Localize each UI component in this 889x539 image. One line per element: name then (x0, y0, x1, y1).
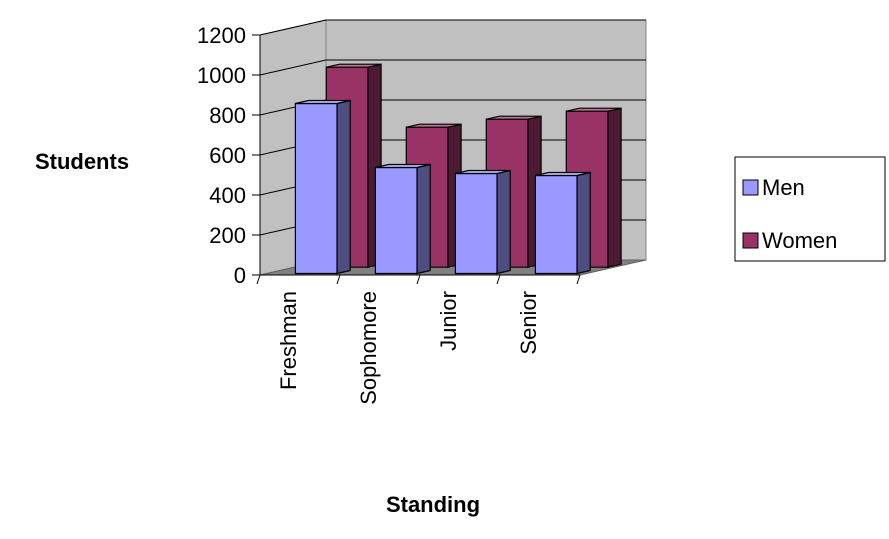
bar-front (374, 166, 418, 275)
y-tick-label: 0 (234, 263, 246, 288)
bar-top (566, 107, 622, 112)
x-tick-mark (496, 274, 501, 285)
legend-swatch-men (742, 179, 759, 196)
gridline (259, 19, 646, 36)
bar-men-freshman (294, 99, 351, 275)
bar-top (406, 123, 462, 128)
bars (294, 63, 622, 275)
bar-men-senior (534, 171, 591, 275)
legend-box (734, 156, 886, 262)
bar-top (326, 63, 382, 68)
bar-side (496, 169, 511, 275)
y-tick-label: 1000 (197, 63, 246, 88)
x-tick-mark (256, 274, 261, 285)
gridline (259, 59, 646, 76)
x-tick-mark (336, 274, 341, 285)
x-tick-label-freshman: Freshman (276, 291, 301, 390)
x-tick-mark (576, 274, 581, 285)
y-axis-title: Students (35, 149, 129, 174)
x-axis-title: Standing (386, 492, 480, 517)
x-tick-label-senior: Senior (516, 291, 541, 355)
y-tick-label: 400 (209, 183, 246, 208)
x-tick-mark (416, 274, 421, 285)
legend-label-men: Men (762, 175, 805, 200)
bar-front (294, 102, 338, 275)
y-tick-label: 200 (209, 223, 246, 248)
y-tick-label: 600 (209, 143, 246, 168)
legend-label-women: Women (762, 228, 837, 253)
bar-top (535, 171, 591, 177)
bar-side (607, 107, 622, 268)
bar-front (534, 174, 578, 275)
bar-top (455, 169, 511, 175)
x-tick-label-sophomore: Sophomore (356, 291, 381, 405)
x-tick-labels: Freshman Sophomore Junior Senior (276, 291, 541, 405)
y-tick-labels: 0 200 400 600 800 1000 1200 (197, 23, 246, 288)
y-tick-label: 1200 (197, 23, 246, 48)
y-tick-label: 800 (209, 103, 246, 128)
bar-side (336, 99, 351, 275)
x-tick-label-junior: Junior (436, 291, 461, 351)
legend-swatch-women (742, 232, 759, 249)
bar-men-sophomore (374, 163, 431, 275)
bar-side (416, 163, 431, 275)
bar-top (295, 99, 351, 105)
bar-side (576, 171, 591, 275)
bar-top (375, 163, 431, 169)
bar-men-junior (454, 169, 511, 275)
axes (256, 35, 581, 285)
bar-front (454, 172, 498, 275)
bar-top (486, 115, 542, 120)
legend: Men Women (734, 156, 886, 262)
